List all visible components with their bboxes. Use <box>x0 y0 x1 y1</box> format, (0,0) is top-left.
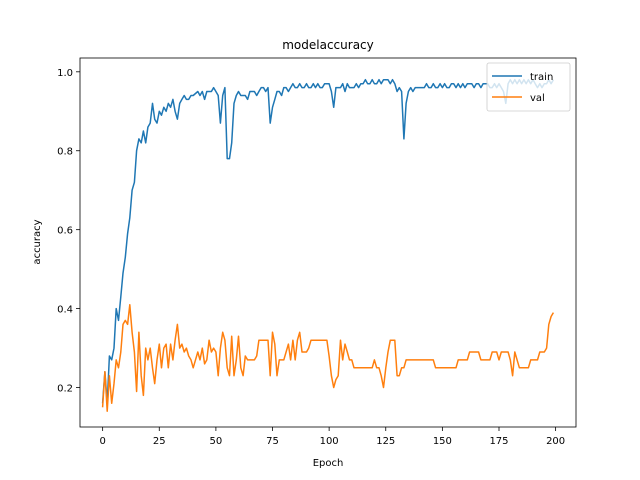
y-axis: 0.2 0.4 0.6 0.8 1.0 <box>57 68 80 395</box>
plot-frame <box>79 57 577 428</box>
x-axis: 0 25 50 75 100 125 150 175 200 <box>99 427 565 447</box>
y-axis-label: accuracy <box>32 219 43 264</box>
x-tick-label: 150 <box>433 436 452 447</box>
x-tick-label: 75 <box>266 436 279 447</box>
y-tick-label: 0.8 <box>57 147 73 158</box>
legend-box <box>486 62 571 112</box>
x-tick-label: 25 <box>153 436 166 447</box>
legend: train val <box>486 62 571 112</box>
x-tick-label: 100 <box>320 436 339 447</box>
y-tick-label: 0.4 <box>57 305 73 316</box>
x-tick-label: 50 <box>210 436 223 447</box>
series-line-val <box>101 303 555 412</box>
series-line-train <box>101 78 555 405</box>
chart-title: modelaccuracy <box>282 38 374 52</box>
legend-label-train: train <box>530 72 553 83</box>
x-tick-label: 200 <box>546 436 565 447</box>
x-axis-label: Epoch <box>313 458 344 469</box>
y-tick-label: 0.2 <box>57 384 73 395</box>
y-tick-label: 1.0 <box>57 68 73 79</box>
legend-label-val: val <box>530 93 545 104</box>
x-tick-label: 175 <box>489 436 508 447</box>
y-tick-label: 0.6 <box>57 226 73 237</box>
plot-area <box>101 78 555 412</box>
x-tick-label: 0 <box>99 436 105 447</box>
x-tick-label: 125 <box>376 436 395 447</box>
